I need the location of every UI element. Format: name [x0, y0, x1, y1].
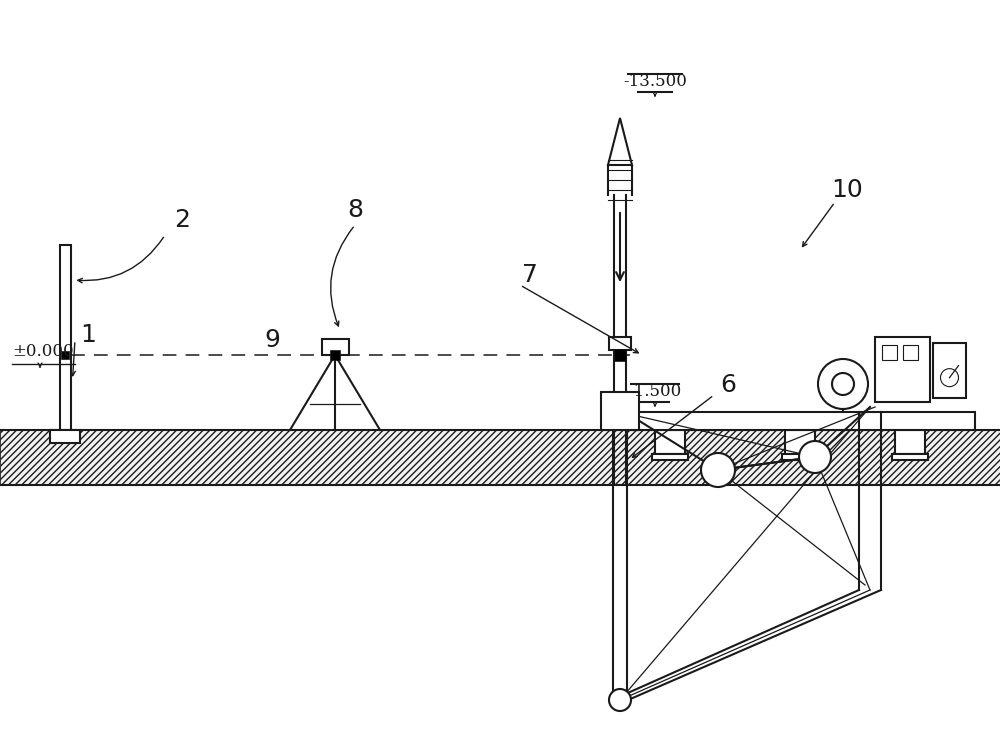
Bar	[601, 392, 639, 430]
Circle shape	[609, 689, 631, 711]
Bar	[61, 351, 69, 359]
Text: 7: 7	[522, 263, 538, 287]
Bar	[50, 430, 80, 443]
Bar	[875, 337, 930, 402]
Bar	[625, 412, 975, 430]
Circle shape	[832, 373, 854, 395]
Circle shape	[799, 441, 831, 473]
Bar	[652, 454, 688, 460]
Text: 9: 9	[264, 328, 280, 352]
Bar	[614, 349, 626, 361]
Bar	[895, 430, 925, 454]
Bar	[330, 350, 340, 360]
Bar	[933, 343, 966, 398]
Circle shape	[940, 369, 958, 387]
Text: 6: 6	[720, 373, 736, 397]
Bar	[655, 430, 685, 454]
Bar	[782, 454, 818, 460]
Bar	[0, 430, 1000, 485]
Text: -13.500: -13.500	[623, 73, 687, 90]
Text: 2: 2	[174, 208, 190, 232]
Bar	[609, 337, 631, 350]
Polygon shape	[608, 118, 632, 165]
Circle shape	[701, 453, 735, 487]
Bar	[322, 339, 349, 355]
Bar	[785, 430, 815, 454]
Text: ±0.000: ±0.000	[12, 344, 74, 361]
Text: -1.500: -1.500	[628, 384, 682, 400]
Circle shape	[818, 359, 868, 409]
Bar	[60, 245, 70, 430]
Bar	[882, 345, 897, 360]
Bar	[903, 345, 918, 360]
Text: 10: 10	[831, 178, 863, 202]
Text: 1: 1	[80, 323, 96, 347]
Bar	[892, 454, 928, 460]
Bar	[0, 430, 1000, 485]
Text: 8: 8	[347, 198, 363, 222]
